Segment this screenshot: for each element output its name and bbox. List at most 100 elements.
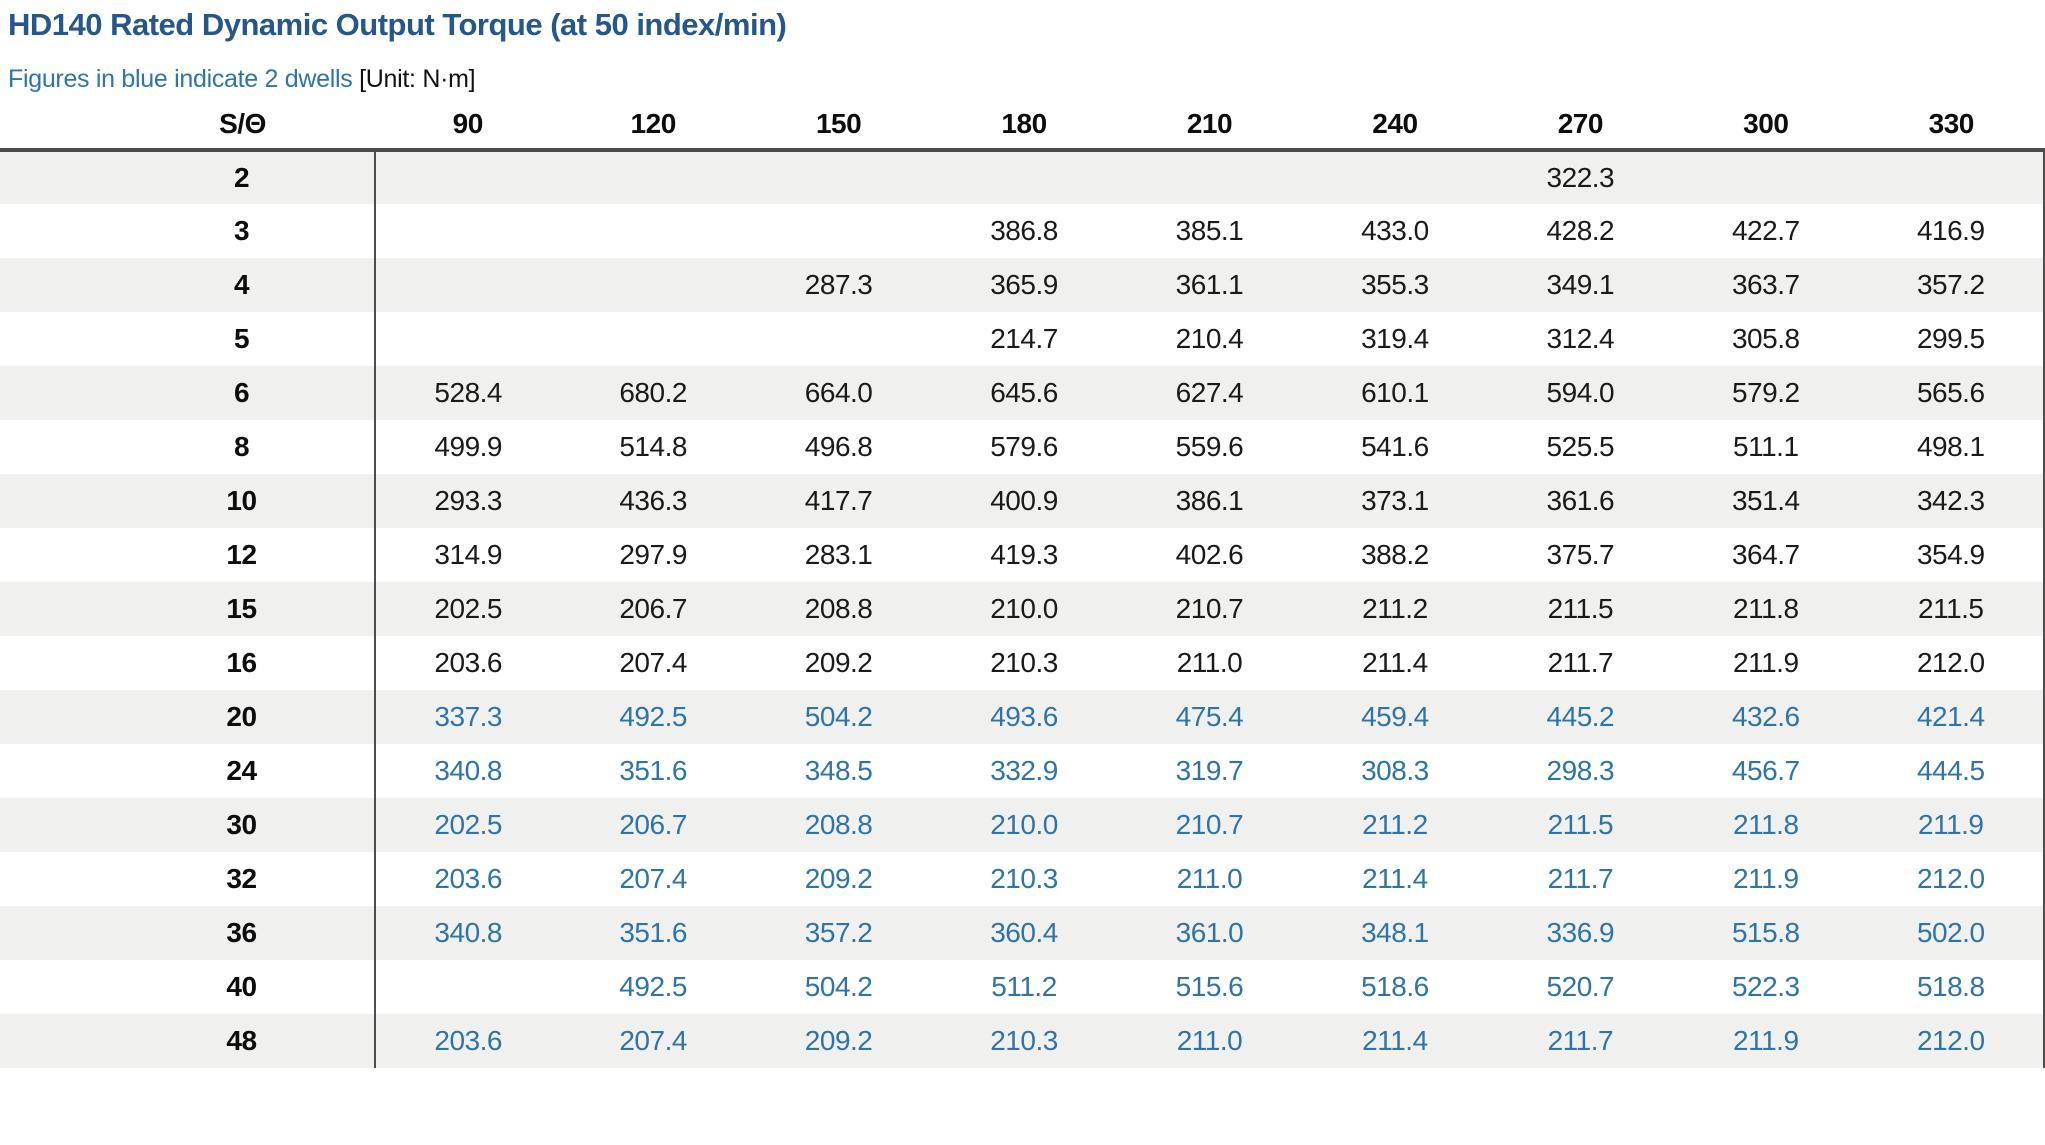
torque-cell: 348.1 [1361,917,1429,948]
torque-cell: 208.8 [804,809,873,840]
torque-cell: 364.7 [1731,539,1800,570]
table-row: 3 386.8 385.1 433.0 428.2 422.7 416.9 [0,204,2045,258]
table-row: 8 499.9 514.8 496.8 579.6 559.6 541.6 525.5 511.… [0,420,2045,474]
torque-cell: 493.6 [990,701,1058,732]
unit-label: [Unit: N·m] [359,65,476,93]
torque-cell: 210.3 [990,1025,1058,1056]
torque-cell: 594.0 [1546,377,1615,408]
row-header: 5 [0,312,376,366]
torque-cell: 514.8 [619,431,687,462]
torque-cell: 211.5 [1858,582,2045,636]
column-header: 300 [1743,108,1789,139]
row-header: 16 [0,636,376,690]
table-row: 36 340.8 351.6 357.2 360.4 361.0 348.1 336.9 515… [0,906,2045,960]
table-row: 20 337.3 492.5 504.2 493.6 475.4 459.4 445.2 432… [0,690,2045,744]
torque-cell: 206.7 [619,593,687,624]
torque-cell: 492.5 [619,701,687,732]
torque-cell: 645.6 [990,377,1058,408]
torque-cell: 203.6 [434,1025,502,1056]
header-row: S/Θ 90 120 150 180 210 240 270 300 330 [0,106,2044,150]
torque-cell: 202.5 [434,593,502,624]
page-title: HD140 Rated Dynamic Output Torque (at 50… [8,7,787,42]
table-row: 6 528.4 680.2 664.0 645.6 627.4 610.1 594.0 579.… [0,366,2045,420]
torque-cell: 664.0 [804,377,873,408]
table-row: 10 293.3 436.3 417.7 400.9 386.1 373.1 361.6 351… [0,474,2045,528]
torque-cell: 207.4 [619,647,687,678]
torque-cell [1858,150,2045,204]
row-header: 20 [0,690,376,744]
torque-cell [1302,150,1487,204]
torque-cell: 504.2 [804,701,873,732]
row-header: 6 [0,366,376,420]
row-header: 8 [0,420,376,474]
torque-cell: 444.5 [1858,744,2045,798]
row-header: 36 [0,906,376,960]
torque-cell: 210.7 [1175,809,1244,840]
torque-cell: 528.4 [434,377,502,408]
torque-cell: 522.3 [1731,971,1800,1002]
torque-cell: 351.6 [619,917,687,948]
column-header: 180 [1001,108,1047,139]
torque-cell [746,204,931,258]
row-header: 24 [0,744,376,798]
torque-cell: 360.4 [990,917,1058,948]
torque-cell: 210.4 [1175,323,1244,354]
table-row: 48 203.6 207.4 209.2 210.3 211.0 211.4 211.7 211… [0,1014,2045,1068]
column-header: 150 [815,108,862,139]
torque-cell: 385.1 [1175,215,1244,246]
torque-cell [375,204,560,258]
torque-cell: 297.9 [619,539,687,570]
torque-cell: 388.2 [1361,539,1429,570]
table-row: 12 314.9 297.9 283.1 419.3 402.6 388.2 375.7 364… [0,528,2045,582]
torque-cell: 319.4 [1361,323,1429,354]
torque-cell: 340.8 [434,755,502,786]
torque-cell: 211.7 [1547,1025,1614,1056]
torque-cell [560,258,745,312]
torque-cell: 209.2 [804,863,873,894]
torque-cell: 336.9 [1546,917,1615,948]
torque-cell [746,150,931,204]
torque-cell: 209.2 [804,647,873,678]
row-header: 15 [0,582,376,636]
torque-cell: 332.9 [990,755,1058,786]
torque-cell: 206.7 [619,809,687,840]
torque-cell: 518.6 [1361,971,1429,1002]
torque-cell: 515.6 [1175,971,1244,1002]
torque-cell: 492.5 [619,971,687,1002]
torque-cell: 417.7 [804,485,873,516]
torque-cell: 496.8 [804,431,873,462]
torque-cell: 299.5 [1858,312,2045,366]
torque-cell: 355.3 [1361,269,1429,300]
torque-cell: 342.3 [1858,474,2045,528]
torque-cell: 211.0 [1176,863,1243,894]
torque-cell: 212.0 [1858,1014,2045,1068]
torque-cell: 445.2 [1546,701,1615,732]
torque-cell: 211.9 [1733,647,1799,678]
torque-cell: 340.8 [434,917,502,948]
torque-cell: 298.3 [1546,755,1615,786]
torque-cell: 287.3 [804,269,873,300]
table-row: 40 492.5 504.2 511.2 515.6 518.6 520.7 522.3 518… [0,960,2045,1014]
torque-cell: 357.2 [804,917,873,948]
table-body: 2 322.3 3 386.8 385.1 433.0 428.2 422.7 416.9 4 28… [0,150,2045,1068]
torque-cell [375,150,560,204]
table-row: 32 203.6 207.4 209.2 210.3 211.0 211.4 211.7 211… [0,852,2045,906]
row-header: 12 [0,528,376,582]
torque-cell: 210.0 [990,809,1058,840]
table-row: 30 202.5 206.7 208.8 210.0 210.7 211.2 211.5 211… [0,798,2045,852]
torque-cell: 416.9 [1858,204,2045,258]
corner-header: S/Θ [219,108,266,139]
table-row: 5 214.7 210.4 319.4 312.4 305.8 299.5 [0,312,2045,366]
torque-cell: 375.7 [1546,539,1615,570]
torque-cell: 421.4 [1858,690,2045,744]
row-header: 48 [0,1014,376,1068]
torque-cell: 211.9 [1858,798,2045,852]
torque-cell: 211.0 [1176,1025,1243,1056]
torque-cell: 208.8 [804,593,873,624]
torque-cell: 211.0 [1176,647,1243,678]
row-header: 30 [0,798,376,852]
torque-cell: 518.8 [1858,960,2045,1014]
torque-cell: 209.2 [804,1025,873,1056]
torque-cell: 459.4 [1361,701,1429,732]
